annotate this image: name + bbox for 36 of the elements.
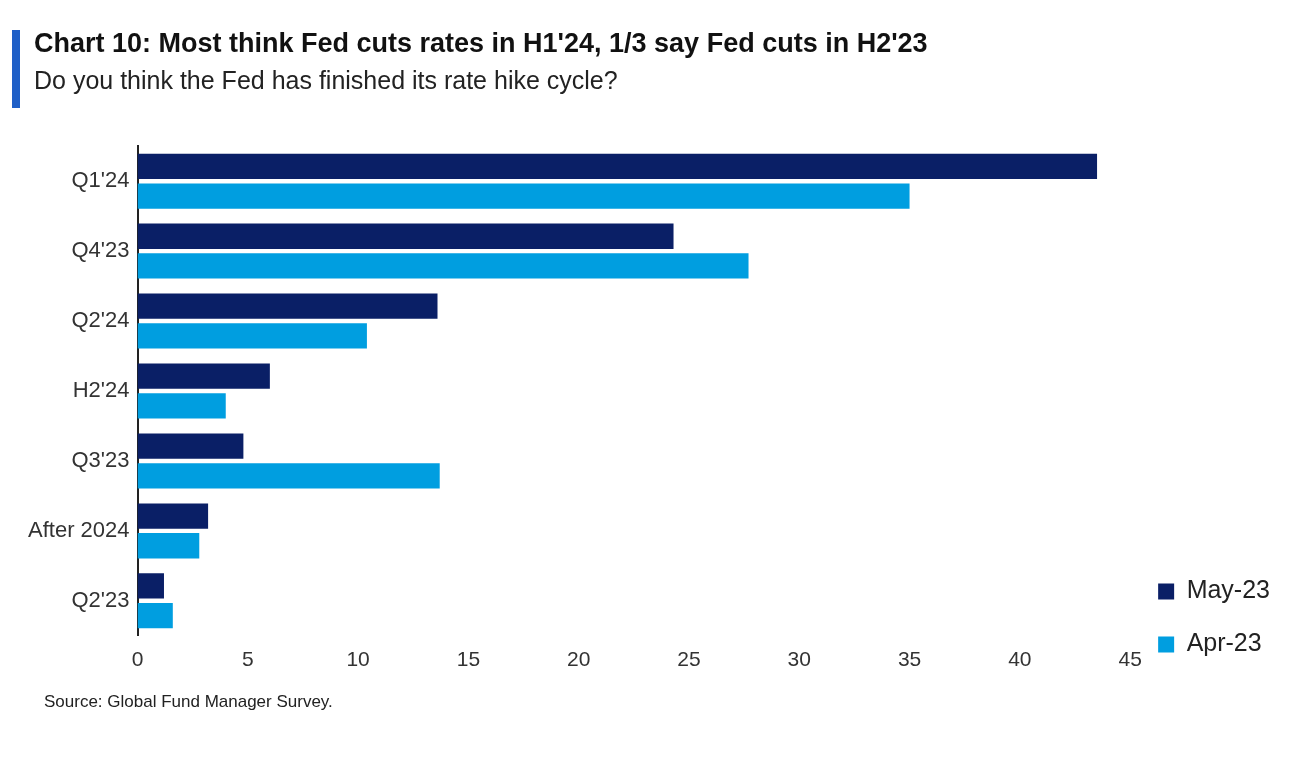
y-tick-label: Q2'24: [71, 307, 130, 333]
bar: [137, 363, 270, 389]
x-tick-label: 35: [897, 647, 922, 671]
bar: [137, 433, 244, 459]
y-tick-label: Q3'23: [71, 447, 130, 473]
y-tick-label: H2'24: [72, 377, 130, 403]
bar: [137, 293, 438, 319]
bar: [137, 603, 173, 629]
x-tick-label: 10: [346, 647, 370, 671]
bar: [137, 393, 226, 419]
x-tick-label: 40: [1008, 647, 1032, 671]
chart-title: Chart 10: Most think Fed cuts rates in H1'24, 1/3 say Fed cuts in H2'23: [34, 28, 928, 59]
y-tick-label: Q2'23: [71, 586, 130, 612]
bar: [137, 183, 910, 209]
bar: [137, 253, 749, 279]
bar: [137, 533, 200, 559]
y-tick-label: After 2024: [28, 516, 130, 542]
x-tick-label: 45: [1118, 647, 1142, 671]
bar: [137, 153, 1098, 179]
y-tick-label: Q1'24: [71, 167, 130, 193]
bar: [137, 573, 164, 599]
legend-label: May-23: [1186, 575, 1271, 604]
x-tick-label: 15: [456, 647, 481, 671]
x-tick-label: 20: [567, 647, 591, 671]
x-tick-label: 5: [241, 647, 254, 671]
x-tick-label: 25: [677, 647, 701, 671]
source-note: Source: Global Fund Manager Survey.: [44, 692, 333, 712]
x-tick-label: 0: [131, 647, 144, 671]
bar: [137, 463, 440, 489]
bar: [137, 503, 209, 529]
bar: [137, 223, 674, 249]
x-tick-label: 30: [787, 647, 811, 671]
y-tick-label: Q4'23: [71, 237, 130, 263]
chart-subtitle: Do you think the Fed has finished its rate hike cycle?: [34, 66, 618, 95]
legend-label: Apr-23: [1186, 628, 1262, 657]
bar: [137, 323, 367, 349]
